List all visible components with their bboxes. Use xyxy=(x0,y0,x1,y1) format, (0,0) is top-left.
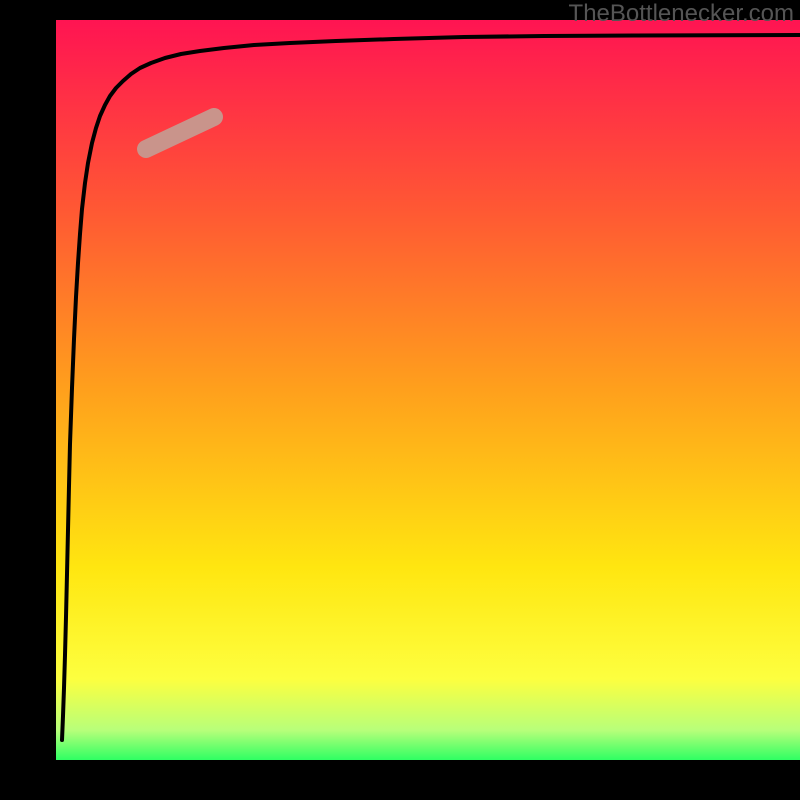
highlight-segment xyxy=(146,117,214,149)
curve-layer xyxy=(0,0,800,800)
chart-container: TheBottlenecker.com xyxy=(0,0,800,800)
watermark-text: TheBottlenecker.com xyxy=(569,0,794,28)
